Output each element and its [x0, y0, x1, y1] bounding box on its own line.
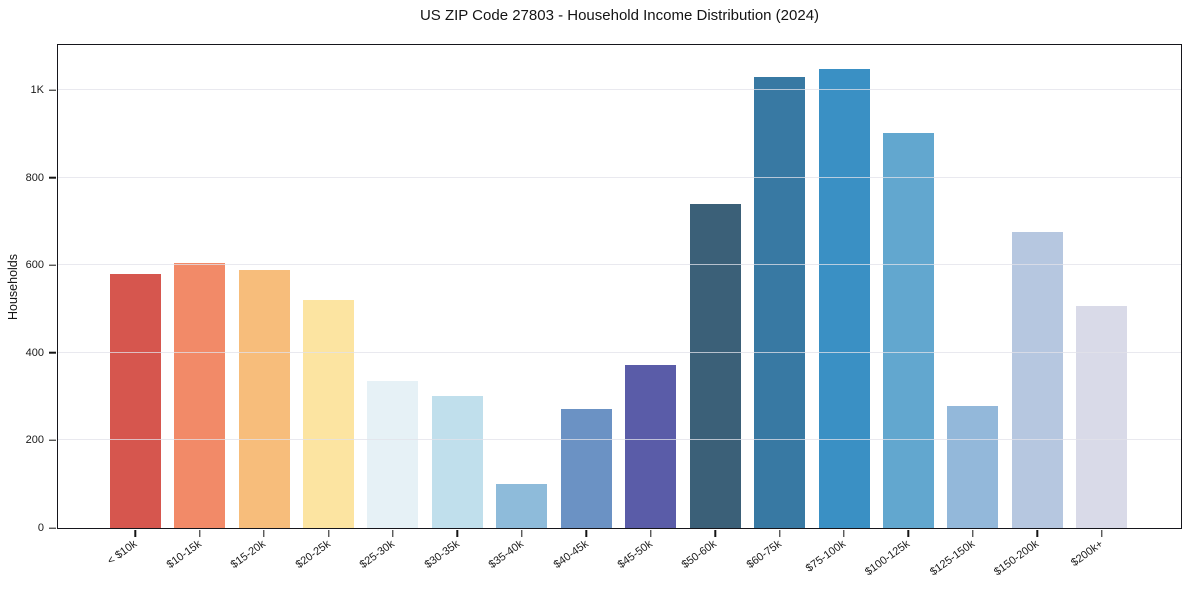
- x-tick-label: $75-100k: [803, 538, 849, 575]
- bar: [947, 406, 999, 528]
- x-tick: [1036, 529, 1039, 537]
- y-tick: [49, 439, 57, 442]
- bar: [431, 396, 483, 528]
- bar-slot: [167, 45, 231, 528]
- x-tick-label: < $10k: [105, 538, 140, 568]
- x-tick-label: $100-125k: [863, 538, 913, 579]
- x-tick-label: $50-60k: [679, 538, 720, 572]
- y-tick-label: 0: [37, 522, 44, 534]
- y-tick-label: 200: [25, 434, 44, 447]
- x-tick: [907, 529, 910, 537]
- y-tick-label: 1K: [30, 84, 44, 97]
- y-tick-label: 800: [25, 171, 44, 184]
- x-tick: [456, 529, 459, 537]
- bar-slot: [941, 45, 1005, 528]
- x-tick: [198, 529, 201, 537]
- bar: [496, 483, 548, 528]
- bar: [754, 76, 806, 528]
- y-tick: [49, 527, 57, 529]
- bar: [625, 365, 677, 528]
- bar: [1011, 232, 1063, 528]
- x-tick-label: $20-25k: [293, 538, 333, 572]
- bar-slot: [232, 45, 296, 528]
- bar: [689, 203, 741, 528]
- y-tick-label: 400: [25, 346, 44, 359]
- y-tick: [49, 352, 57, 354]
- bar-slot: [1005, 45, 1069, 528]
- x-tick-label: $35-40k: [486, 538, 526, 572]
- x-tick: [972, 529, 974, 537]
- plot-area: < $10k $10-15k $15-20k $20-25k $25-30k $30-35…: [26, 44, 1182, 578]
- x-tick: [327, 529, 330, 537]
- bar-slot: [812, 45, 876, 528]
- bar-slot: [683, 45, 747, 528]
- x-tick-label: $25-30k: [357, 538, 398, 572]
- bar-slot: [490, 45, 554, 528]
- x-tick: [1101, 529, 1103, 537]
- chart-title: US ZIP Code 27803 - Household Income Dis…: [419, 7, 820, 24]
- bar-slot: [747, 45, 811, 528]
- bar: [1076, 306, 1128, 528]
- bar: [174, 262, 226, 528]
- bar-slot: [425, 45, 489, 528]
- x-tick: [392, 529, 394, 537]
- bar-slot: [361, 45, 425, 528]
- bar-slot: [876, 45, 940, 528]
- bar-slot: [296, 45, 360, 528]
- x-tick: [134, 529, 136, 537]
- x-tick: [778, 529, 781, 537]
- x-tick-label: $45-50k: [615, 538, 655, 572]
- bar: [367, 381, 419, 528]
- x-tick: [650, 529, 652, 537]
- bar-slot: [619, 45, 683, 528]
- x-tick-label: $15-20k: [228, 538, 269, 572]
- bar: [303, 300, 355, 528]
- bar-slot: [1070, 45, 1134, 528]
- x-tick: [714, 529, 716, 537]
- bar: [560, 409, 612, 528]
- x-tick-label: $40-45k: [551, 538, 591, 572]
- y-tick: [49, 89, 57, 91]
- x-tick-label: $150-200k: [992, 538, 1042, 579]
- x-tick-label: $60-75k: [744, 538, 784, 572]
- x-tick-label: $30-35k: [422, 538, 462, 572]
- x-tick-label: $125-150k: [927, 538, 977, 579]
- y-axis-label: Households: [6, 253, 20, 321]
- bars-row: [103, 45, 1134, 528]
- bar: [818, 68, 870, 528]
- y-tick: [49, 176, 57, 179]
- bar: [109, 274, 161, 528]
- bar-slot: [103, 45, 167, 528]
- y-tick: [49, 264, 57, 266]
- x-tick-label: $200k+: [1069, 538, 1106, 570]
- x-tick: [521, 529, 523, 537]
- bar: [882, 132, 934, 528]
- x-tick: [585, 529, 587, 537]
- x-tick: [263, 529, 265, 537]
- y-tick-label: 600: [25, 259, 44, 272]
- bar: [238, 269, 290, 528]
- x-tick-label: $10-15k: [164, 538, 204, 572]
- bar-slot: [554, 45, 618, 528]
- x-tick: [843, 529, 845, 537]
